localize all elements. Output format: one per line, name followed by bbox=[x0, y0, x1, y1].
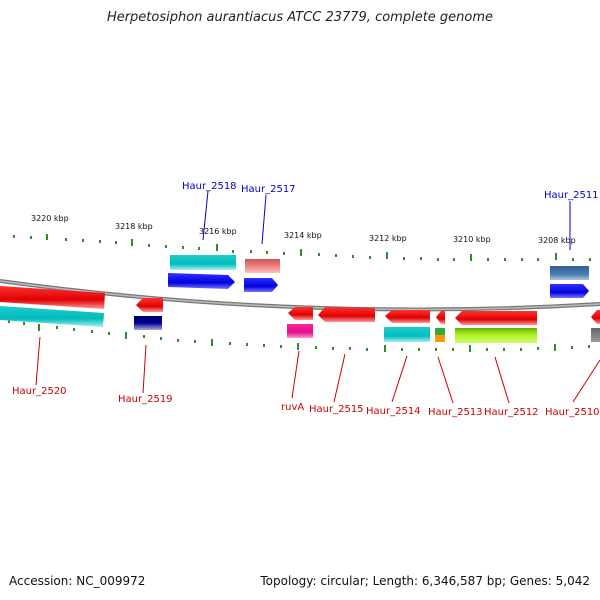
gene-label-haur2512[interactable]: Haur_2512 bbox=[484, 407, 539, 418]
gene-arrow-haur2512[interactable] bbox=[455, 311, 537, 325]
tick-label-3216: 3216 kbp bbox=[199, 227, 237, 236]
gene-bar-haur2513-orange[interactable] bbox=[435, 335, 445, 342]
tick-label-3220: 3220 kbp bbox=[31, 214, 69, 223]
tick-label-3208: 3208 kbp bbox=[538, 236, 576, 245]
tick-label-3218: 3218 kbp bbox=[115, 222, 153, 231]
gene-arrow-haur2513[interactable] bbox=[436, 311, 445, 324]
accession-text: Accession: NC_009972 bbox=[9, 574, 146, 588]
gene-bar-haur2519-navy[interactable] bbox=[134, 316, 162, 330]
gene-bar-haur2510-gray[interactable] bbox=[591, 328, 600, 342]
gene-label-haur2513[interactable]: Haur_2513 bbox=[428, 407, 483, 418]
bottom-strand-features bbox=[0, 286, 600, 343]
gene-arrow-haur2510[interactable] bbox=[591, 310, 600, 324]
tick-label-3214: 3214 kbp bbox=[284, 231, 322, 240]
gene-bar-haur2513-green[interactable] bbox=[435, 328, 445, 335]
map-title: Herpetosiphon aurantiacus ATCC 23779, co… bbox=[106, 10, 494, 25]
gene-label-haur2515[interactable]: Haur_2515 bbox=[309, 404, 364, 415]
gene-arrow-haur2518[interactable] bbox=[168, 273, 235, 289]
gene-label-haur2514[interactable]: Haur_2514 bbox=[366, 406, 421, 417]
tick-label-3210: 3210 kbp bbox=[453, 235, 491, 244]
gene-arrow-ruva[interactable] bbox=[288, 307, 313, 320]
gene-arrow-haur2511[interactable] bbox=[550, 284, 589, 298]
gene-arrow-haur2517[interactable] bbox=[244, 278, 278, 292]
gene-bar-ruva-pink[interactable] bbox=[287, 324, 313, 338]
gene-arrow-haur2515[interactable] bbox=[318, 307, 375, 322]
gene-arrow-haur2520[interactable] bbox=[0, 286, 105, 309]
gene-label-haur2519[interactable]: Haur_2519 bbox=[118, 394, 173, 405]
tick-row-top bbox=[13, 234, 591, 261]
tick-label-3212: 3212 kbp bbox=[369, 234, 407, 243]
gene-label-haur2518[interactable]: Haur_2518 bbox=[182, 181, 237, 192]
gene-arrow-haur2519[interactable] bbox=[136, 298, 163, 312]
gene-label-haur2511[interactable]: Haur_2511 bbox=[544, 190, 599, 201]
gene-bar-haur2517-salmon[interactable] bbox=[245, 259, 280, 273]
tick-row-bottom bbox=[8, 320, 590, 352]
label-connectors bbox=[35, 190, 600, 404]
gene-bar-haur2518-cyan[interactable] bbox=[170, 255, 236, 270]
gene-bar-haur2520-cyan[interactable] bbox=[0, 306, 104, 327]
gene-label-haur2510[interactable]: Haur_2510 bbox=[545, 407, 600, 418]
gene-label-haur2517[interactable]: Haur_2517 bbox=[241, 184, 296, 195]
gene-bar-haur2511-steel[interactable] bbox=[550, 266, 589, 280]
gene-bar-haur2512-lime[interactable] bbox=[455, 328, 537, 343]
genome-summary-text: Topology: circular; Length: 6,346,587 bp… bbox=[260, 574, 590, 588]
gene-label-ruva[interactable]: ruvA bbox=[281, 402, 304, 413]
gene-arrow-haur2514[interactable] bbox=[385, 310, 430, 323]
top-strand-features bbox=[168, 255, 589, 298]
gene-label-haur2520[interactable]: Haur_2520 bbox=[12, 386, 67, 397]
gene-bar-haur2514-cyan[interactable] bbox=[384, 327, 430, 342]
